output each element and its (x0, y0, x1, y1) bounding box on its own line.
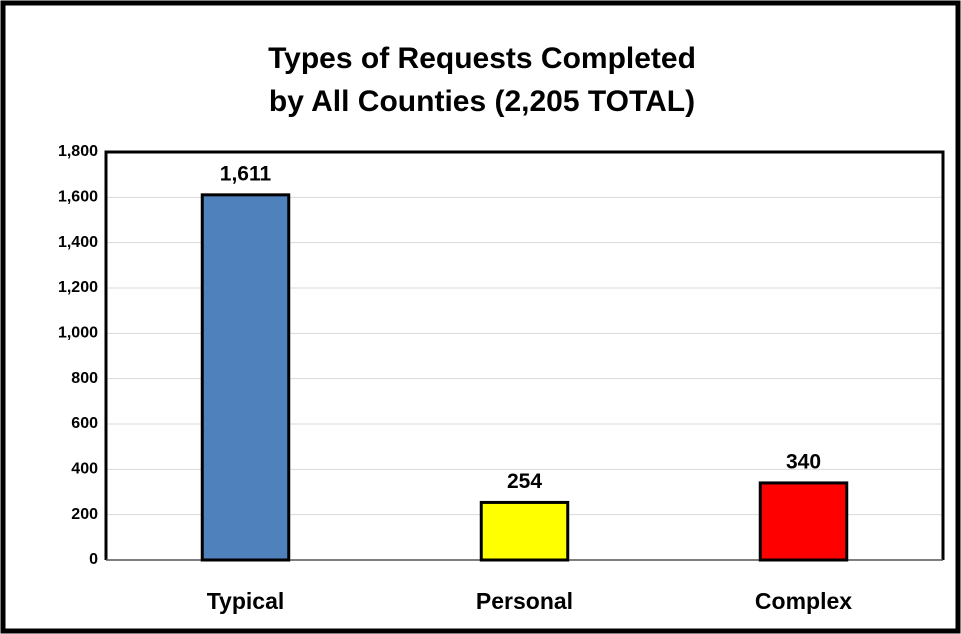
chart-title: Types of Requests Completed (268, 42, 696, 75)
bar (758, 481, 849, 562)
plot-frame (104, 150, 945, 560)
data-label: 254 (507, 470, 542, 493)
x-tick-label: Typical (207, 588, 285, 614)
bar (479, 500, 570, 562)
data-label: 340 (786, 450, 821, 473)
y-tick-label: 1,000 (58, 325, 98, 342)
y-tick-label: 0 (89, 551, 98, 568)
y-tick-label: 1,600 (58, 189, 98, 206)
bar (200, 193, 291, 562)
y-tick-label: 400 (71, 461, 98, 478)
y-tick-label: 1,800 (58, 143, 98, 160)
y-tick-label: 800 (71, 370, 98, 387)
y-tick-label: 1,400 (58, 234, 98, 251)
y-tick-label: 600 (71, 415, 98, 432)
chart-title: by All Counties (2,205 TOTAL) (269, 85, 695, 118)
data-label: 1,611 (220, 162, 272, 185)
y-tick-label: 200 (71, 506, 98, 523)
x-tick-label: Complex (755, 588, 852, 614)
x-tick-label: Personal (476, 588, 573, 614)
y-tick-label: 1,200 (58, 279, 98, 296)
